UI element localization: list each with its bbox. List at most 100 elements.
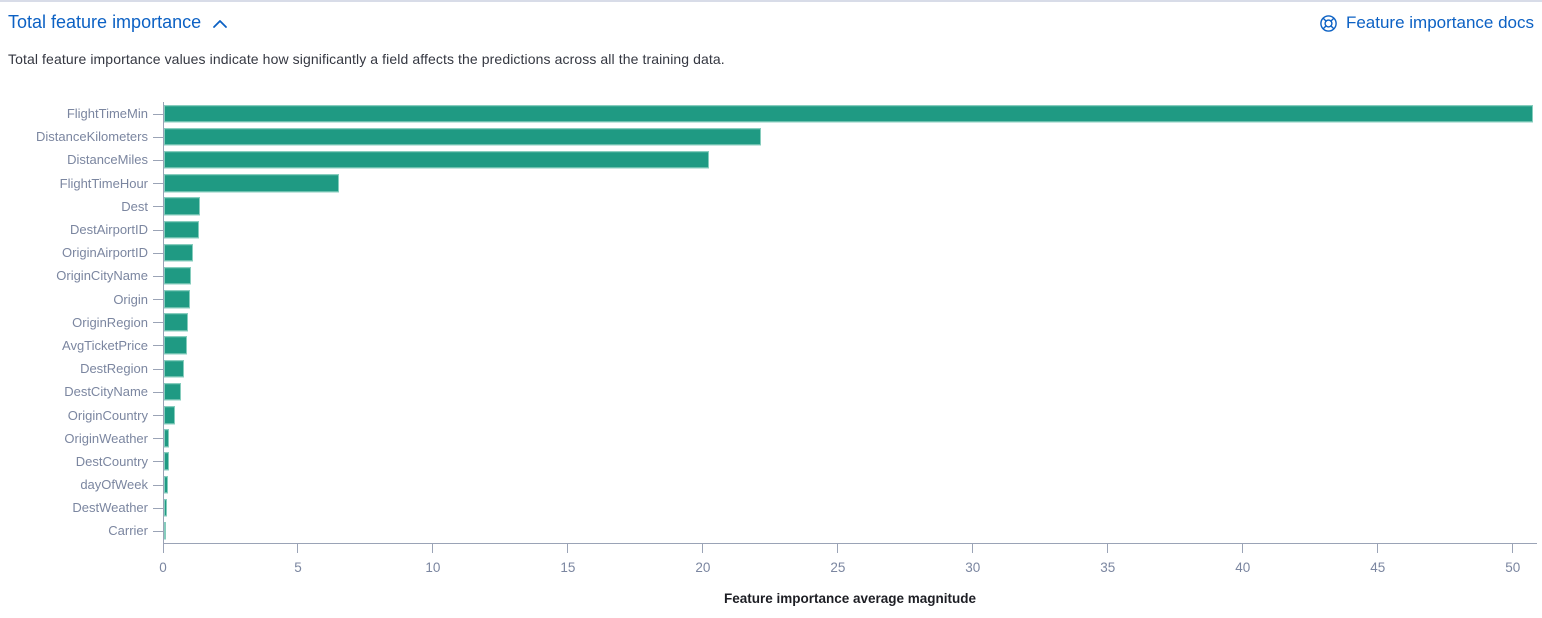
bar-track bbox=[163, 496, 1537, 520]
chart-row: DestAirportID bbox=[0, 217, 1537, 242]
importance-bar-OriginCountry bbox=[164, 406, 176, 424]
bar-track bbox=[163, 171, 1537, 195]
y-axis-label: DistanceKilometers bbox=[36, 129, 148, 145]
chart-row: DistanceMiles bbox=[0, 148, 1537, 172]
x-axis-tick-label: 35 bbox=[1100, 560, 1116, 575]
chart-row: AvgTicketPrice bbox=[0, 333, 1537, 358]
y-axis-tick bbox=[148, 311, 163, 334]
y-axis-tick bbox=[148, 264, 163, 287]
bar-track bbox=[163, 148, 1537, 172]
x-axis-tick bbox=[972, 544, 974, 553]
x-axis-line bbox=[163, 543, 1537, 544]
bar-track bbox=[163, 264, 1537, 288]
x-axis-tick-label: 0 bbox=[159, 560, 167, 575]
y-axis-label: DestCityName bbox=[64, 384, 148, 400]
bar-track bbox=[163, 194, 1537, 218]
y-axis-tick bbox=[148, 218, 163, 241]
bar-track bbox=[163, 287, 1537, 311]
x-axis-tick-label: 10 bbox=[425, 560, 441, 575]
chart-row: OriginCityName bbox=[0, 264, 1537, 288]
y-axis-tick bbox=[148, 288, 163, 311]
y-axis-label: OriginWeather bbox=[64, 430, 148, 446]
y-axis-label: DestAirportID bbox=[69, 222, 148, 238]
feature-importance-docs-link[interactable]: Feature importance docs bbox=[1319, 13, 1534, 33]
y-axis-tick bbox=[148, 148, 163, 171]
x-axis-tick bbox=[297, 544, 299, 553]
y-axis-label: Dest bbox=[121, 198, 148, 214]
chart-row: DistanceKilometers bbox=[0, 125, 1537, 149]
x-axis-tick-label: 50 bbox=[1505, 560, 1521, 575]
y-axis-label: DestCountry bbox=[75, 453, 148, 469]
chart-row: DestRegion bbox=[0, 357, 1537, 381]
x-axis-tick-label: 30 bbox=[965, 560, 981, 575]
x-axis-tick bbox=[1107, 544, 1109, 553]
chart-row: DestWeather bbox=[0, 496, 1537, 520]
importance-bar-DestWeather bbox=[164, 499, 167, 517]
y-axis-tick bbox=[148, 380, 163, 403]
total-feature-importance-toggle[interactable]: Total feature importance bbox=[8, 12, 228, 33]
y-axis-tick bbox=[148, 125, 163, 148]
importance-bar-Dest bbox=[164, 197, 200, 216]
importance-bar-Origin bbox=[164, 290, 191, 308]
y-axis-tick bbox=[148, 473, 163, 496]
y-axis-tick bbox=[148, 334, 163, 357]
y-axis-tick bbox=[148, 172, 163, 195]
x-axis-tick-label: 40 bbox=[1235, 560, 1251, 575]
y-axis-tick bbox=[148, 450, 163, 473]
y-axis-tick bbox=[148, 496, 163, 519]
y-axis-label: OriginAirportID bbox=[62, 245, 148, 261]
importance-bar-OriginRegion bbox=[164, 313, 189, 332]
x-axis-tick-label: 45 bbox=[1370, 560, 1386, 575]
importance-bar-DestRegion bbox=[164, 359, 184, 378]
y-axis-tick bbox=[148, 241, 163, 264]
importance-bar-FlightTimeMin bbox=[164, 104, 1533, 123]
chart-row: OriginCountry bbox=[0, 403, 1537, 427]
x-axis-tick bbox=[567, 544, 569, 553]
section-description: Total feature importance values indicate… bbox=[8, 51, 725, 67]
y-axis-tick bbox=[148, 403, 163, 426]
bar-track bbox=[163, 310, 1537, 334]
importance-bar-DistanceKilometers bbox=[164, 128, 761, 146]
docs-link-label: Feature importance docs bbox=[1345, 13, 1534, 32]
importance-bar-DistanceMiles bbox=[164, 151, 710, 169]
bar-track bbox=[163, 426, 1537, 450]
importance-bar-DestCityName bbox=[164, 383, 181, 401]
chart-row: dayOfWeek bbox=[0, 473, 1537, 497]
x-axis-tick-label: 5 bbox=[294, 560, 302, 575]
chart-row: OriginAirportID bbox=[0, 241, 1537, 265]
chart-row: OriginWeather bbox=[0, 426, 1537, 450]
x-axis-tick-label: 25 bbox=[830, 560, 846, 575]
importance-bar-Carrier bbox=[164, 522, 166, 540]
bar-track bbox=[163, 449, 1537, 473]
chart-row: FlightTimeHour bbox=[0, 171, 1537, 195]
y-axis-label: Carrier bbox=[108, 523, 148, 539]
x-axis-tick bbox=[837, 544, 839, 553]
y-axis-label: OriginCityName bbox=[56, 268, 148, 284]
chart-row: Origin bbox=[0, 287, 1537, 311]
x-axis-tick bbox=[162, 544, 164, 553]
bar-track bbox=[163, 241, 1537, 265]
y-axis-label: Origin bbox=[113, 291, 148, 307]
y-axis-label: DestWeather bbox=[72, 500, 148, 516]
y-axis-label: OriginRegion bbox=[72, 314, 148, 330]
chart-row: DestCityName bbox=[0, 380, 1537, 404]
y-axis-tick bbox=[148, 102, 163, 125]
x-axis-title: Feature importance average magnitude bbox=[723, 591, 977, 606]
x-axis-tick bbox=[1512, 544, 1514, 553]
chart-rows: FlightTimeMin DistanceKilometers DistanceM… bbox=[0, 102, 1537, 543]
importance-bar-OriginAirportID bbox=[164, 243, 194, 262]
y-axis-label: FlightTimeHour bbox=[59, 175, 148, 191]
x-axis-tick-label: 20 bbox=[695, 560, 711, 575]
chart-row: Carrier bbox=[0, 519, 1537, 543]
y-axis-label: AvgTicketPrice bbox=[62, 337, 148, 353]
importance-bar-OriginCityName bbox=[164, 267, 191, 285]
y-axis-label: DistanceMiles bbox=[67, 152, 148, 168]
importance-bar-OriginWeather bbox=[164, 429, 170, 447]
y-axis-tick bbox=[148, 427, 163, 450]
y-axis-tick bbox=[148, 519, 163, 542]
y-axis-label: DestRegion bbox=[80, 361, 148, 377]
bar-track bbox=[163, 519, 1537, 543]
chart-row: DestCountry bbox=[0, 449, 1537, 473]
